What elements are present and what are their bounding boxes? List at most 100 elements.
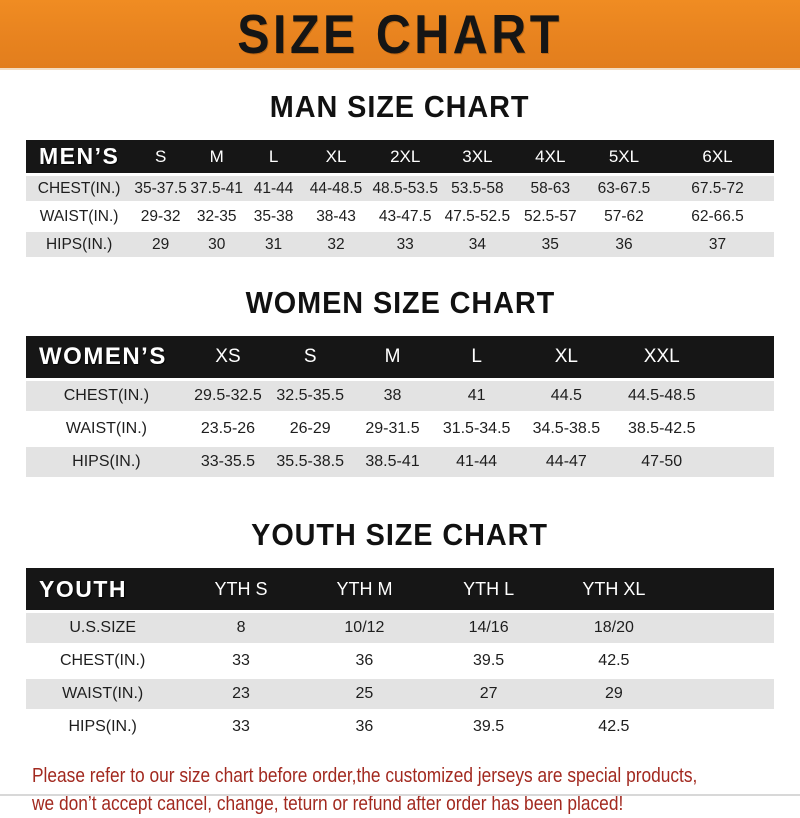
table-corner-label: MEN’S (26, 140, 133, 173)
cell-value: 29 (132, 232, 190, 257)
table-header-row: MEN’S S M L XL 2XL 3XL 4XL 5XL 6XL (26, 140, 774, 173)
column-header: L (244, 140, 303, 173)
cell-value: 34 (441, 232, 514, 257)
column-header: XL (519, 336, 614, 378)
row-label: WAIST(IN.) (26, 414, 187, 444)
cell-value: 48.5-53.5 (369, 176, 442, 201)
cell-value: 34.5-38.5 (519, 414, 614, 444)
cell-value: 35.5-38.5 (269, 447, 352, 477)
youth-size-table: YOUTH YTH S YTH M YTH L YTH XL U.S.SIZE 8 10/12… (26, 565, 774, 745)
cell-value: 43-47.5 (369, 204, 442, 229)
table-row: HIPS(IN.) 33 36 39.5 42.5 (26, 712, 774, 742)
table-corner-label: WOMEN’S (26, 336, 187, 378)
row-label: CHEST(IN.) (26, 176, 133, 201)
cell-value: 29-31.5 (351, 414, 434, 444)
column-header: 5XL (586, 140, 661, 173)
cell-value: 33 (179, 712, 303, 742)
youth-size-section: YOUTH SIZE CHART YOUTH YTH S YTH M YTH L YTH… (0, 517, 800, 745)
cell-value: 47.5-52.5 (441, 204, 514, 229)
bottom-divider (0, 794, 800, 796)
cell-value: 29-32 (132, 204, 190, 229)
cell-value: 36 (586, 232, 661, 257)
cell-value: 36 (302, 646, 427, 676)
table-row: CHEST(IN.) 35-37.5 37.5-41 41-44 44-48.5 48.5… (26, 176, 774, 201)
table-row: CHEST(IN.) 33 36 39.5 42.5 (26, 646, 774, 676)
cell-value: 38.5-42.5 (613, 414, 711, 444)
cell-value: 27 (426, 679, 552, 709)
row-label: CHEST(IN.) (26, 646, 180, 676)
womens-size-table: WOMEN’S XS S M L XL XXL CHEST(IN.) 29.5-32.5 32.5… (26, 333, 774, 480)
cell-value: 44-48.5 (302, 176, 370, 201)
row-label: HIPS(IN.) (26, 712, 180, 742)
cell-value: 23.5-26 (186, 414, 270, 444)
cell-value: 67.5-72 (660, 176, 774, 201)
cell-value: 57-62 (586, 204, 661, 229)
cell-value: 52.5-57 (513, 204, 587, 229)
cell-value: 8 (179, 613, 303, 643)
cell-value: 33 (179, 646, 303, 676)
column-header: YTH S (179, 568, 303, 610)
column-header: YTH L (426, 568, 552, 610)
cell-value: 32.5-35.5 (269, 381, 352, 411)
table-row: WAIST(IN.) 23 25 27 29 (26, 679, 774, 709)
spacer-cell (676, 613, 774, 643)
row-label: WAIST(IN.) (26, 679, 180, 709)
cell-value: 30 (189, 232, 245, 257)
column-header: XL (302, 140, 370, 173)
column-header: 3XL (441, 140, 514, 173)
cell-value: 23 (179, 679, 303, 709)
row-label: U.S.SIZE (26, 613, 180, 643)
cell-value: 44-47 (519, 447, 614, 477)
cell-value: 41 (433, 381, 520, 411)
cell-value: 31.5-34.5 (433, 414, 520, 444)
women-section-title: WOMEN SIZE CHART (0, 285, 800, 321)
column-header: YTH M (302, 568, 427, 610)
column-header: XXL (613, 336, 711, 378)
youth-section-title: YOUTH SIZE CHART (0, 517, 800, 553)
cell-value: 35-37.5 (132, 176, 190, 201)
spacer-cell (710, 447, 774, 477)
column-header: 4XL (513, 140, 587, 173)
table-header-row: WOMEN’S XS S M L XL XXL (26, 336, 774, 378)
column-header: 2XL (369, 140, 442, 173)
size-chart-banner: SIZE CHART (0, 0, 800, 70)
cell-value: 37 (660, 232, 774, 257)
disclaimer-line-1: Please refer to our size chart before or… (32, 764, 698, 787)
cell-value: 63-67.5 (586, 176, 661, 201)
table-row: HIPS(IN.) 33-35.5 35.5-38.5 38.5-41 41-44 44-… (26, 447, 774, 477)
row-label: HIPS(IN.) (26, 447, 187, 477)
spacer-cell (676, 679, 774, 709)
disclaimer-note: Please refer to our size chart before or… (32, 762, 800, 818)
man-section-title-text: MAN SIZE CHART (270, 89, 530, 124)
cell-value: 42.5 (551, 646, 677, 676)
spacer-cell (710, 336, 774, 378)
spacer-cell (710, 381, 774, 411)
column-header: S (269, 336, 352, 378)
row-label: HIPS(IN.) (26, 232, 133, 257)
cell-value: 62-66.5 (660, 204, 774, 229)
row-label: CHEST(IN.) (26, 381, 187, 411)
cell-value: 10/12 (302, 613, 427, 643)
man-size-section: MAN SIZE CHART MEN’S S M L XL 2XL 3XL 4XL 5XL 6XL… (0, 89, 800, 260)
cell-value: 33 (369, 232, 442, 257)
cell-value: 26-29 (269, 414, 352, 444)
cell-value: 32-35 (189, 204, 245, 229)
spacer-cell (676, 646, 774, 676)
cell-value: 44.5-48.5 (613, 381, 711, 411)
table-row: WAIST(IN.) 29-32 32-35 35-38 38-43 43-47.5 47.… (26, 204, 774, 229)
cell-value: 36 (302, 712, 427, 742)
table-row: WAIST(IN.) 23.5-26 26-29 29-31.5 31.5-34.5 34… (26, 414, 774, 444)
spacer-cell (676, 568, 774, 610)
column-header: M (189, 140, 245, 173)
women-size-section: WOMEN SIZE CHART WOMEN’S XS S M L XL XXL CHEST(… (0, 285, 800, 480)
page-title: SIZE CHART (237, 2, 563, 65)
cell-value: 33-35.5 (186, 447, 270, 477)
cell-value: 39.5 (426, 646, 552, 676)
cell-value: 29 (551, 679, 677, 709)
column-header: YTH XL (551, 568, 677, 610)
cell-value: 35-38 (244, 204, 303, 229)
youth-section-title-text: YOUTH SIZE CHART (251, 517, 549, 552)
table-row: U.S.SIZE 8 10/12 14/16 18/20 (26, 613, 774, 643)
cell-value: 35 (513, 232, 587, 257)
cell-value: 37.5-41 (189, 176, 245, 201)
